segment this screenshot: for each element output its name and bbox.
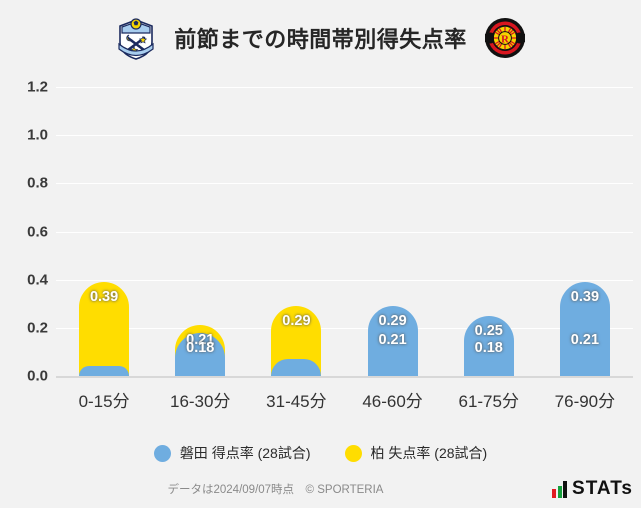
bar-chart-icon: [552, 480, 568, 498]
y-axis: 1.2 1.0 0.8 0.6 0.4 0.2 0.0: [0, 72, 56, 387]
page-title: 前節までの時間帯別得失点率: [174, 27, 467, 52]
legend-swatch-blue: [153, 444, 171, 462]
y-axis-tick-3: 0.6: [27, 223, 48, 240]
gridline-4: [56, 279, 633, 281]
x-axis-tick-2: 31-45分: [266, 392, 327, 411]
x-axis-tick-1: 16-30分: [169, 392, 231, 411]
legend-swatch-yellow: [344, 444, 362, 462]
logo-bar-green: [557, 485, 562, 498]
chart-plot-area: 1.2 1.0 0.8 0.6 0.4 0.2 0.0 0.39 0.21 0.18 0.29 0.…: [0, 72, 641, 387]
gridline-5: [56, 327, 633, 329]
x-axis: 0-15分 16-30分 31-45分 46-60分 61-75分 76-90分: [56, 387, 633, 419]
x-axis-tick-4: 61-75分: [458, 392, 519, 411]
bar-group-1[interactable]: 0.21 0.18: [175, 72, 226, 387]
bar-group-3[interactable]: 0.21 0.29: [367, 72, 418, 387]
bar-kashiwa-0[interactable]: [79, 282, 130, 376]
gridline-0: [56, 87, 633, 88]
logo-wordmark: STATs: [572, 478, 633, 499]
y-axis-tick-2: 0.8: [27, 174, 48, 192]
bar-group-0[interactable]: 0.39: [79, 72, 130, 387]
bar-iwata-3[interactable]: [367, 306, 418, 376]
sporteria-stats-logo: STATs: [552, 478, 633, 500]
bar-group-5[interactable]: 0.21 0.39: [559, 72, 610, 387]
legend-label-0: 磐田 得点率 (28試合): [179, 445, 311, 461]
legend-label-1: 柏 失点率 (28試合): [370, 445, 488, 461]
kashiwa-reysol-crest: R: [481, 14, 529, 62]
bar-group-4[interactable]: 0.18 0.25: [463, 72, 514, 387]
axis-baseline: [56, 376, 633, 378]
logo-bar-black: [563, 480, 568, 498]
bar-group-2[interactable]: 0.29: [271, 72, 322, 387]
grid-area: 0.39 0.21 0.18 0.29 0.21 0.29 0.18 0.25 0.21 0.39: [56, 72, 633, 387]
x-axis-tick-0: 0-15分: [78, 392, 130, 411]
bar-iwata-0[interactable]: [79, 366, 130, 376]
chart-header: 前節までの時間帯別得失点率 R: [0, 0, 641, 72]
y-axis-tick-6: 0.0: [27, 367, 48, 385]
bar-iwata-5[interactable]: [559, 282, 610, 376]
x-axis-tick-5: 76-90分: [554, 392, 616, 411]
footer-note: データは2024/09/07時点 © SPORTERIA: [167, 484, 384, 496]
logo-bar-red: [552, 488, 557, 498]
chart-legend: 磐田 得点率 (28試合) 柏 失点率 (28試合): [0, 443, 641, 463]
jubilo-iwata-crest: [112, 14, 160, 62]
x-axis-tick-3: 46-60分: [362, 392, 423, 411]
svg-text:R: R: [501, 33, 510, 45]
y-axis-tick-0: 1.2: [27, 78, 48, 96]
bar-iwata-2[interactable]: [271, 359, 322, 376]
bar-iwata-1[interactable]: [175, 332, 226, 376]
legend-item-1[interactable]: 柏 失点率 (28試合): [344, 443, 488, 463]
y-axis-tick-4: 0.4: [27, 271, 48, 289]
gridline-3: [56, 231, 633, 233]
legend-item-0[interactable]: 磐田 得点率 (28試合): [153, 443, 311, 463]
bar-series-container: 0.39 0.21 0.18 0.29 0.21 0.29 0.18 0.25 0.21 0.39: [56, 72, 633, 387]
chart-footer: データは2024/09/07時点 © SPORTERIA STATs: [0, 476, 641, 502]
gridline-1: [56, 135, 633, 137]
y-axis-tick-5: 0.2: [27, 319, 48, 337]
gridline-2: [56, 183, 633, 185]
bar-iwata-4[interactable]: [463, 315, 514, 376]
y-axis-tick-1: 1.0: [27, 126, 48, 144]
